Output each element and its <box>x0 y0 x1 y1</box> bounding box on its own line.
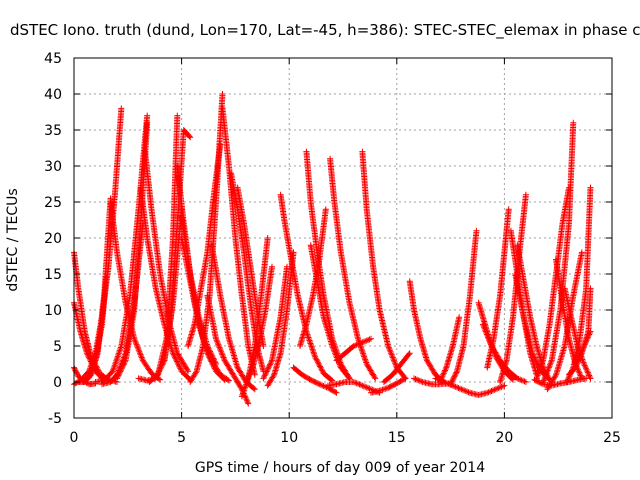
data-series-36 <box>333 335 374 364</box>
data-point-markers <box>219 105 258 378</box>
y-tick-label: 25 <box>44 195 62 211</box>
data-point-markers <box>79 274 110 384</box>
data-series-45 <box>467 382 508 398</box>
y-tick-label: 40 <box>44 87 62 103</box>
data-point-markers <box>574 328 594 364</box>
data-point-markers <box>447 227 480 388</box>
x-tick-label: 0 <box>70 430 79 446</box>
data-point-markers <box>359 148 409 382</box>
y-tick-label: 35 <box>44 123 62 139</box>
data-series-5 <box>79 274 110 384</box>
data-point-markers <box>260 263 290 382</box>
data-series-43 <box>436 314 463 385</box>
y-axis-label: dSTEC / TECUs <box>5 188 21 291</box>
data-series-48 <box>484 206 512 371</box>
data-series-33 <box>297 206 329 349</box>
data-point-markers <box>563 184 594 385</box>
data-series-44 <box>447 227 480 388</box>
x-tick-label: 20 <box>495 430 513 446</box>
data-series-59 <box>563 184 594 385</box>
data-series-61 <box>574 328 594 364</box>
data-point-markers <box>368 375 409 396</box>
data-series-10 <box>137 184 194 383</box>
data-series-38 <box>368 375 409 396</box>
y-tick-label: -5 <box>48 411 62 427</box>
x-tick-label: 15 <box>388 430 406 446</box>
data-series-26 <box>243 263 275 385</box>
y-tick-label: 0 <box>53 375 62 391</box>
data-point-markers <box>297 206 329 349</box>
y-tick-label: 45 <box>44 51 62 67</box>
y-tick-label: 5 <box>53 339 62 355</box>
y-tick-label: 20 <box>44 231 62 247</box>
x-tick-label: 5 <box>177 430 186 446</box>
data-point-markers <box>467 382 508 398</box>
y-tick-label: 15 <box>44 267 62 283</box>
data-point-markers <box>380 350 413 385</box>
chart-title: dSTEC Iono. truth (dund, Lon=170, Lat=-4… <box>10 21 640 40</box>
axis-ticks: 0 5 10 15 20 25 -5 0 5 10 15 20 25 30 35 40 45 <box>44 51 621 446</box>
data-series-22 <box>219 105 258 378</box>
data-point-markers <box>174 163 219 367</box>
x-tick-label: 25 <box>603 430 621 446</box>
data-point-markers <box>333 335 374 364</box>
data-point-markers <box>406 278 448 385</box>
data-point-markers <box>243 263 275 385</box>
data-point-markers <box>436 314 463 385</box>
data-series-27 <box>260 263 290 382</box>
data-series-34 <box>327 155 379 382</box>
data-series-17 <box>174 163 219 367</box>
x-tick-label: 10 <box>280 430 298 446</box>
data-point-markers <box>137 184 194 383</box>
data-series-37 <box>359 148 409 382</box>
y-tick-label: 30 <box>44 159 62 175</box>
data-series-40 <box>406 278 448 385</box>
data-point-markers <box>327 155 379 382</box>
y-tick-label: 10 <box>44 303 62 319</box>
data-series <box>71 91 594 407</box>
data-series-39 <box>380 350 413 385</box>
data-point-markers <box>484 206 512 371</box>
x-axis-label: GPS time / hours of day 009 of year 2014 <box>195 460 485 476</box>
